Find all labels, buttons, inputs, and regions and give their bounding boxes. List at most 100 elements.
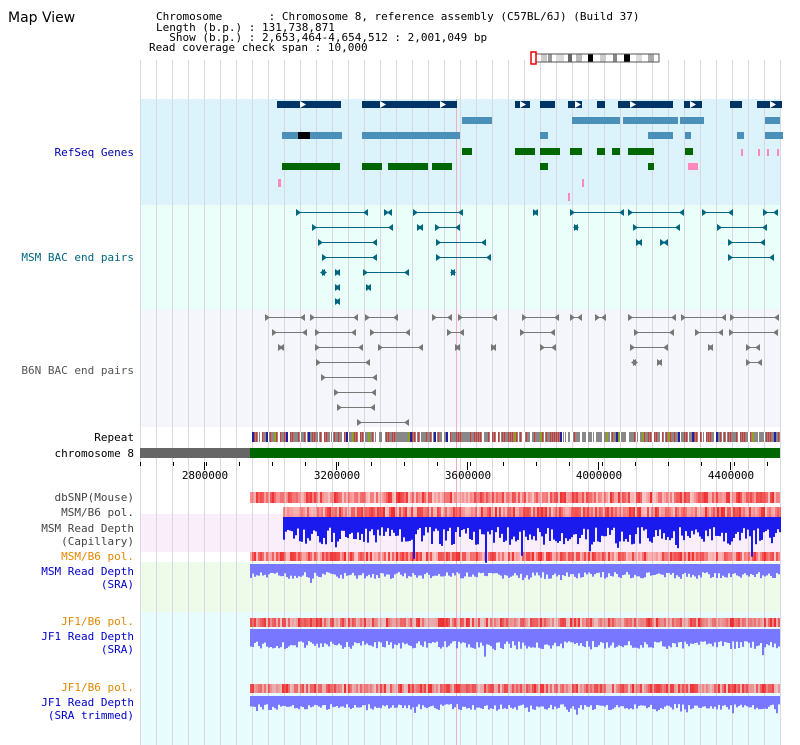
repeat-element <box>304 432 305 442</box>
repeat-element <box>442 432 444 442</box>
track-label-msm-depth-sra[interactable]: MSM Read Depth (SRA) <box>41 565 134 591</box>
track-label-jf1-pol[interactable]: JF1/B6 pol. <box>61 615 134 628</box>
jf1-pol-cell <box>470 618 472 627</box>
msm-pol-cap-cell <box>697 507 699 517</box>
jf1-depth-trim-bar <box>562 696 564 705</box>
repeat-element <box>438 432 439 442</box>
msm-pol-cap-cell <box>291 507 293 517</box>
jf1-pol-trim-cell <box>372 684 374 693</box>
jf1-depth-bar <box>376 629 378 649</box>
jf1-depth-bar <box>680 629 682 642</box>
jf1-depth-trim-bar <box>252 696 254 707</box>
track-label-refseq[interactable]: RefSeq Genes <box>54 146 134 159</box>
msm-pol-cap-cell <box>327 507 329 517</box>
dbsnp-cell <box>444 492 446 503</box>
dbsnp-cell <box>524 492 526 503</box>
jf1-pol-cell <box>460 618 462 627</box>
msm-pol-sra-cell <box>328 552 330 561</box>
jf1-pol-cell <box>250 618 252 627</box>
jf1-depth-bar <box>768 629 770 646</box>
msm-depth-cap-bar <box>597 517 599 542</box>
msm-pol-sra-cell <box>530 552 532 561</box>
track-label-jf1-depth[interactable]: JF1 Read Depth (SRA) <box>41 630 134 656</box>
dbsnp-cell <box>338 492 340 503</box>
dbsnp-cell <box>452 492 454 503</box>
track-label-msm-pol-cap[interactable]: MSM/B6 pol. <box>61 506 134 519</box>
msm-depth-cap-bar <box>631 517 633 545</box>
msm-pol-sra-cell <box>722 552 724 561</box>
msm-pol-cap-cell <box>427 507 429 517</box>
msm-depth-sra-bar <box>710 564 712 578</box>
dbsnp-cell <box>588 492 590 503</box>
jf1-depth-trim-bar <box>606 696 608 705</box>
dbsnp-cell <box>266 492 268 503</box>
repeat-element <box>684 432 685 442</box>
jf1-depth-trim-bar <box>632 696 634 710</box>
jf1-pol-trim-cell <box>734 684 736 693</box>
jf1-pol-cell <box>488 618 490 627</box>
msm-depth-cap-bar <box>677 517 679 549</box>
msm-depth-sra-bar <box>422 564 424 579</box>
msm-depth-sra-bar <box>712 564 714 578</box>
jf1-depth-bar <box>486 629 488 645</box>
track-label-msm-pol-sra[interactable]: MSM/B6 pol. <box>61 550 134 563</box>
jf1-pol-trim-cell <box>756 684 758 693</box>
msm-depth-cap-bar <box>449 517 451 528</box>
msm-depth-sra-bar <box>256 564 258 576</box>
dbsnp-cell <box>646 492 648 503</box>
bac-end <box>551 344 556 351</box>
msm-depth-cap-bar <box>643 517 645 531</box>
msm-pol-sra-cell <box>568 552 570 561</box>
jf1-depth-trim-bar <box>402 696 404 709</box>
jf1-pol-cell <box>754 618 756 627</box>
jf1-pol-trim-cell <box>660 684 662 693</box>
dbsnp-cell <box>574 492 576 503</box>
bac-end <box>335 284 340 291</box>
msm-pol-cap-cell <box>525 507 527 517</box>
track-label-jf1-pol-trim[interactable]: JF1/B6 pol. <box>61 681 134 694</box>
msm-depth-cap-bar <box>739 517 741 541</box>
msm-pol-sra-cell <box>282 552 284 561</box>
msm-pol-sra-cell <box>364 552 366 561</box>
jf1-depth-trim-bar <box>500 696 502 705</box>
jf1-depth-trim-bar <box>454 696 456 708</box>
jf1-pol-cell <box>252 618 254 627</box>
dbsnp-cell <box>404 492 406 503</box>
track-label-b6n-bac[interactable]: B6N BAC end pairs <box>21 364 134 377</box>
jf1-depth-trim-bar <box>370 696 372 709</box>
msm-depth-cap-bar <box>441 517 443 546</box>
jf1-depth-trim-bar <box>760 696 762 710</box>
dbsnp-cell <box>354 492 356 503</box>
track-label-msm-bac[interactable]: MSM BAC end pairs <box>21 251 134 264</box>
msm-pol-cap-cell <box>363 507 365 517</box>
dbsnp-cell <box>662 492 664 503</box>
msm-pol-cap-cell <box>379 507 381 517</box>
msm-pol-cap-cell <box>599 507 601 517</box>
msm-depth-cap-bar <box>697 517 699 533</box>
msm-pol-cap-cell <box>665 507 667 517</box>
dbsnp-cell <box>380 492 382 503</box>
msm-depth-sra-bar <box>268 564 270 575</box>
msm-pol-cap-cell <box>653 507 655 517</box>
msm-depth-sra-bar <box>628 564 630 575</box>
track-label-dbsnp[interactable]: dbSNP(Mouse) <box>54 491 134 504</box>
msm-depth-cap-bar <box>287 517 289 530</box>
jf1-depth-bar <box>438 629 440 648</box>
jf1-pol-trim-cell <box>772 684 774 693</box>
jf1-pol-trim-cell <box>402 684 404 693</box>
dbsnp-cell <box>520 492 522 503</box>
repeat-element <box>368 432 370 442</box>
jf1-pol-cell <box>704 618 706 627</box>
jf1-depth-bar <box>428 629 430 643</box>
msm-depth-sra-bar <box>618 564 620 578</box>
msm-depth-cap-bar <box>459 517 461 537</box>
track-label-msm-depth-cap[interactable]: MSM Read Depth (Capillary) <box>41 522 134 548</box>
jf1-pol-trim-cell <box>278 684 280 693</box>
repeat-element <box>642 432 644 442</box>
jf1-pol-trim-cell <box>766 684 768 693</box>
ideogram-band <box>541 54 547 62</box>
jf1-pol-trim-cell <box>454 684 456 693</box>
jf1-depth-bar <box>702 629 704 642</box>
track-label-jf1-depth-trim[interactable]: JF1 Read Depth (SRA trimmed) <box>41 696 134 722</box>
